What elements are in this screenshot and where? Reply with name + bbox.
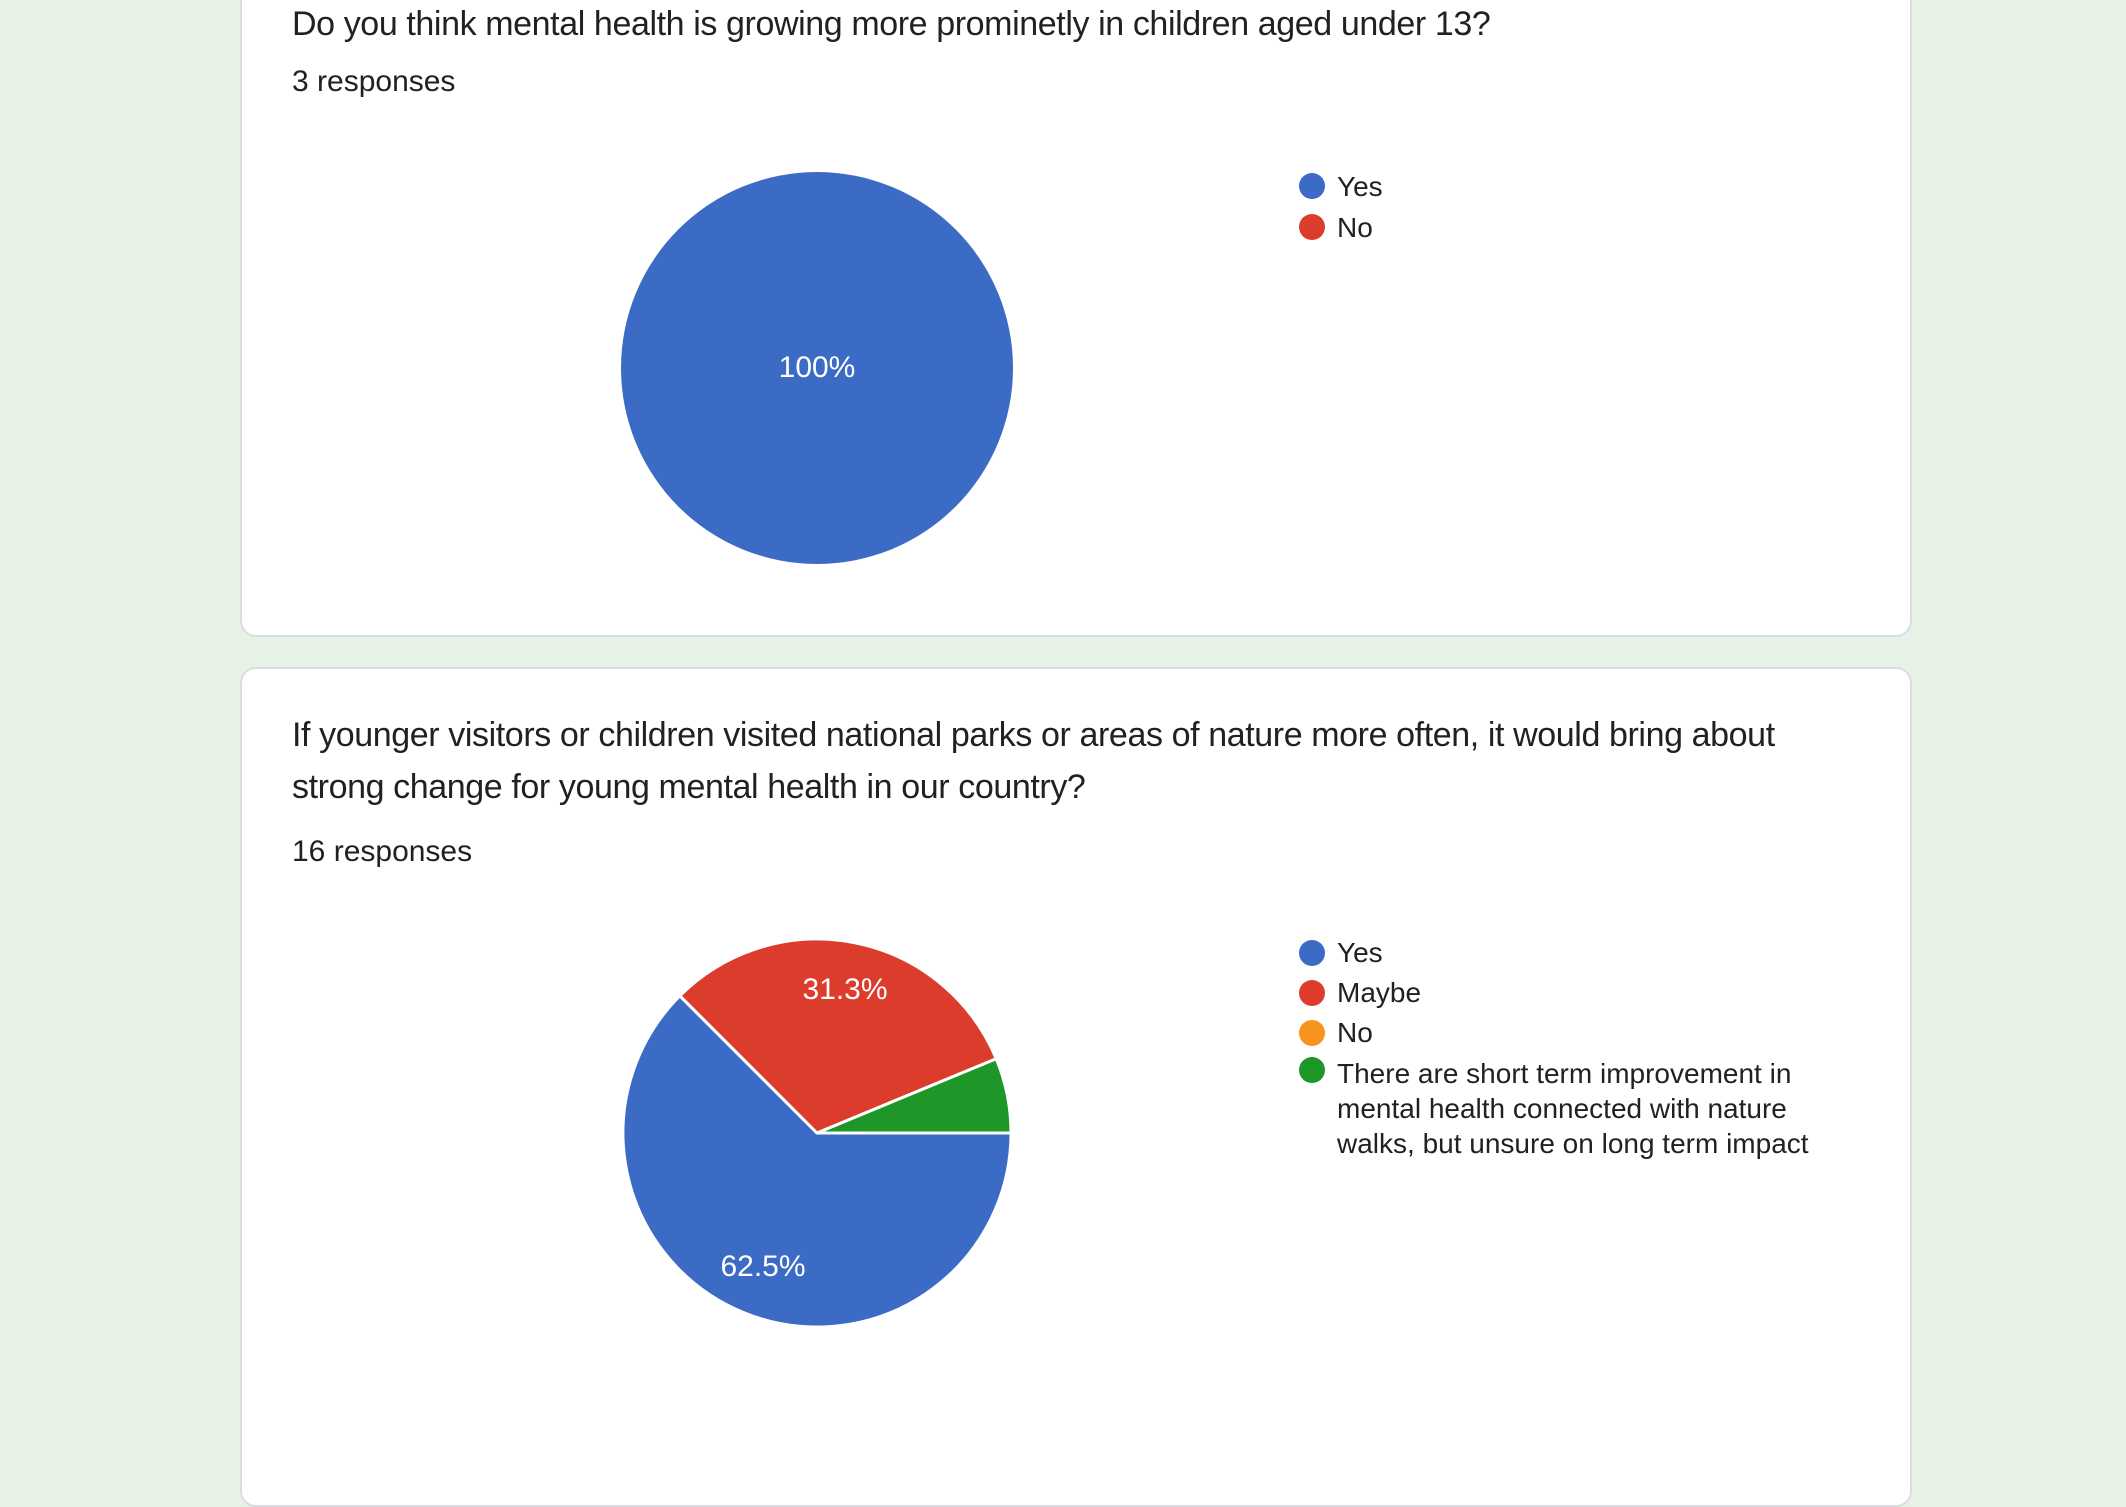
pie-slice-short-term-improvement[interactable]: [815, 1057, 1013, 1135]
pie-chart-2: 31.3% 62.5%: [621, 937, 1013, 1329]
chart-legend-1: Yes No: [1299, 166, 1383, 248]
legend-label-maybe: Maybe: [1337, 977, 1422, 1008]
responses-count: 16 responses: [292, 835, 473, 868]
pie-chart-1: 100%: [621, 172, 1013, 564]
legend-label-short-term-improvement: There are short term improvement in ment…: [1337, 1058, 1809, 1159]
question-card-2: If younger visitors or children visited …: [240, 667, 1912, 1507]
legend-dot-icon: [1299, 980, 1325, 1006]
pie-percent-label-yes: 100%: [778, 351, 856, 384]
legend-dot-icon: [1299, 1057, 1325, 1083]
legend-dot-icon: [1299, 173, 1325, 199]
pie-slice-yes[interactable]: [621, 172, 1013, 564]
legend-item-yes: Yes: [1299, 166, 1383, 207]
legend-item-no: No: [1299, 207, 1383, 248]
legend-dot-icon: [1299, 1020, 1325, 1046]
legend-item-short-term-improvement: There are short term improvement in ment…: [1299, 1053, 1857, 1161]
legend-item-yes: Yes: [1299, 933, 1857, 973]
pie-slice-maybe[interactable]: [678, 937, 998, 1135]
pie-slice-yes[interactable]: [621, 994, 1013, 1329]
pie-percent-label-maybe: 31.3%: [802, 973, 888, 1006]
legend-label-yes: Yes: [1337, 937, 1383, 968]
question-title: If younger visitors or children visited …: [292, 716, 1775, 806]
pie-percent-label-yes: 62.5%: [720, 1250, 806, 1283]
pie-chart-1-svg: [621, 172, 1013, 564]
legend-label-yes: Yes: [1337, 171, 1383, 202]
question-card-1: Do you think mental health is growing mo…: [240, 0, 1912, 637]
legend-label-no: No: [1337, 1017, 1373, 1048]
legend-dot-icon: [1299, 940, 1325, 966]
legend-item-maybe: Maybe: [1299, 973, 1857, 1013]
legend-item-no: No: [1299, 1013, 1857, 1053]
question-title: Do you think mental health is growing mo…: [292, 5, 1491, 43]
legend-dot-icon: [1299, 214, 1325, 240]
chart-legend-2: Yes Maybe No There are short term improv…: [1299, 933, 1857, 1161]
responses-count: 3 responses: [292, 65, 456, 98]
legend-label-no: No: [1337, 212, 1373, 243]
pie-chart-2-svg: [621, 937, 1013, 1329]
